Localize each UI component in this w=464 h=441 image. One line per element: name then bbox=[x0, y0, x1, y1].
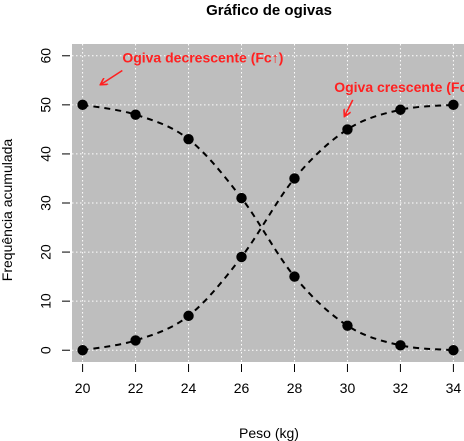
descending-ogive-point bbox=[395, 340, 406, 351]
descending-ogive-point bbox=[77, 99, 88, 111]
ascending-ogive-point bbox=[236, 251, 247, 263]
descending-ogive-point bbox=[130, 109, 141, 120]
y-tick-label: 40 bbox=[38, 146, 54, 162]
ascending-ogive-point bbox=[183, 310, 194, 322]
y-tick-label: 10 bbox=[38, 293, 54, 309]
y-tick-label: 30 bbox=[38, 195, 54, 211]
x-tick-label: 30 bbox=[340, 380, 356, 396]
ascending-ogive-point bbox=[130, 335, 141, 346]
chart-layer: 20 22 24 26 28 30 32 34 0 10 20 30 40 50 60 Ogiva decre… bbox=[38, 44, 464, 396]
x-tick-label: 34 bbox=[446, 380, 462, 396]
y-axis-label: Frequência acumulada bbox=[0, 139, 15, 282]
ascending-ogive-annotation-arrow bbox=[345, 99, 354, 116]
x-tick-label: 22 bbox=[128, 380, 144, 396]
x-tick-label: 32 bbox=[393, 380, 409, 396]
ascending-ogive-point bbox=[395, 104, 406, 115]
ascending-ogive-point bbox=[448, 99, 459, 111]
y-tick-label: 0 bbox=[38, 346, 54, 354]
x-axis-label: Peso (kg) bbox=[239, 425, 299, 441]
y-tick-label: 20 bbox=[38, 244, 54, 260]
ascending-ogive-point bbox=[342, 124, 353, 135]
descending-ogive-point bbox=[342, 320, 353, 331]
descending-ogive-point bbox=[236, 192, 247, 204]
x-tick-label: 26 bbox=[234, 380, 250, 396]
descending-ogive-annotation: Ogiva decrescente (Fc↑) bbox=[122, 50, 283, 66]
chart-title: Gráfico de ogivas bbox=[206, 2, 332, 19]
descending-ogive-point bbox=[448, 345, 459, 356]
x-tick-label: 24 bbox=[181, 380, 197, 396]
x-tick-label: 20 bbox=[75, 380, 91, 396]
y-tick-label: 60 bbox=[38, 48, 54, 64]
descending-ogive-point bbox=[183, 134, 194, 145]
descending-ogive-point bbox=[289, 271, 300, 282]
y-tick-label: 50 bbox=[38, 97, 54, 113]
ascending-ogive-annotation: Ogiva crescente (Fc↓) bbox=[334, 79, 464, 95]
descending-ogive-annotation-arrow bbox=[101, 69, 123, 85]
x-tick-label: 28 bbox=[287, 380, 303, 396]
ascending-ogive-point bbox=[77, 345, 88, 356]
ascending-ogive-point bbox=[289, 173, 300, 184]
